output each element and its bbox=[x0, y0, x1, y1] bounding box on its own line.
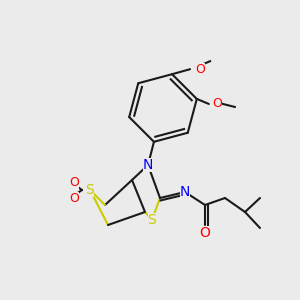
Text: N: N bbox=[143, 158, 153, 172]
Text: O: O bbox=[200, 226, 210, 240]
Text: S: S bbox=[148, 213, 156, 227]
Text: O: O bbox=[69, 191, 79, 205]
Text: O: O bbox=[195, 63, 205, 76]
Text: O: O bbox=[69, 176, 79, 188]
Text: O: O bbox=[212, 98, 222, 110]
Text: S: S bbox=[85, 183, 94, 197]
Text: N: N bbox=[180, 185, 190, 199]
